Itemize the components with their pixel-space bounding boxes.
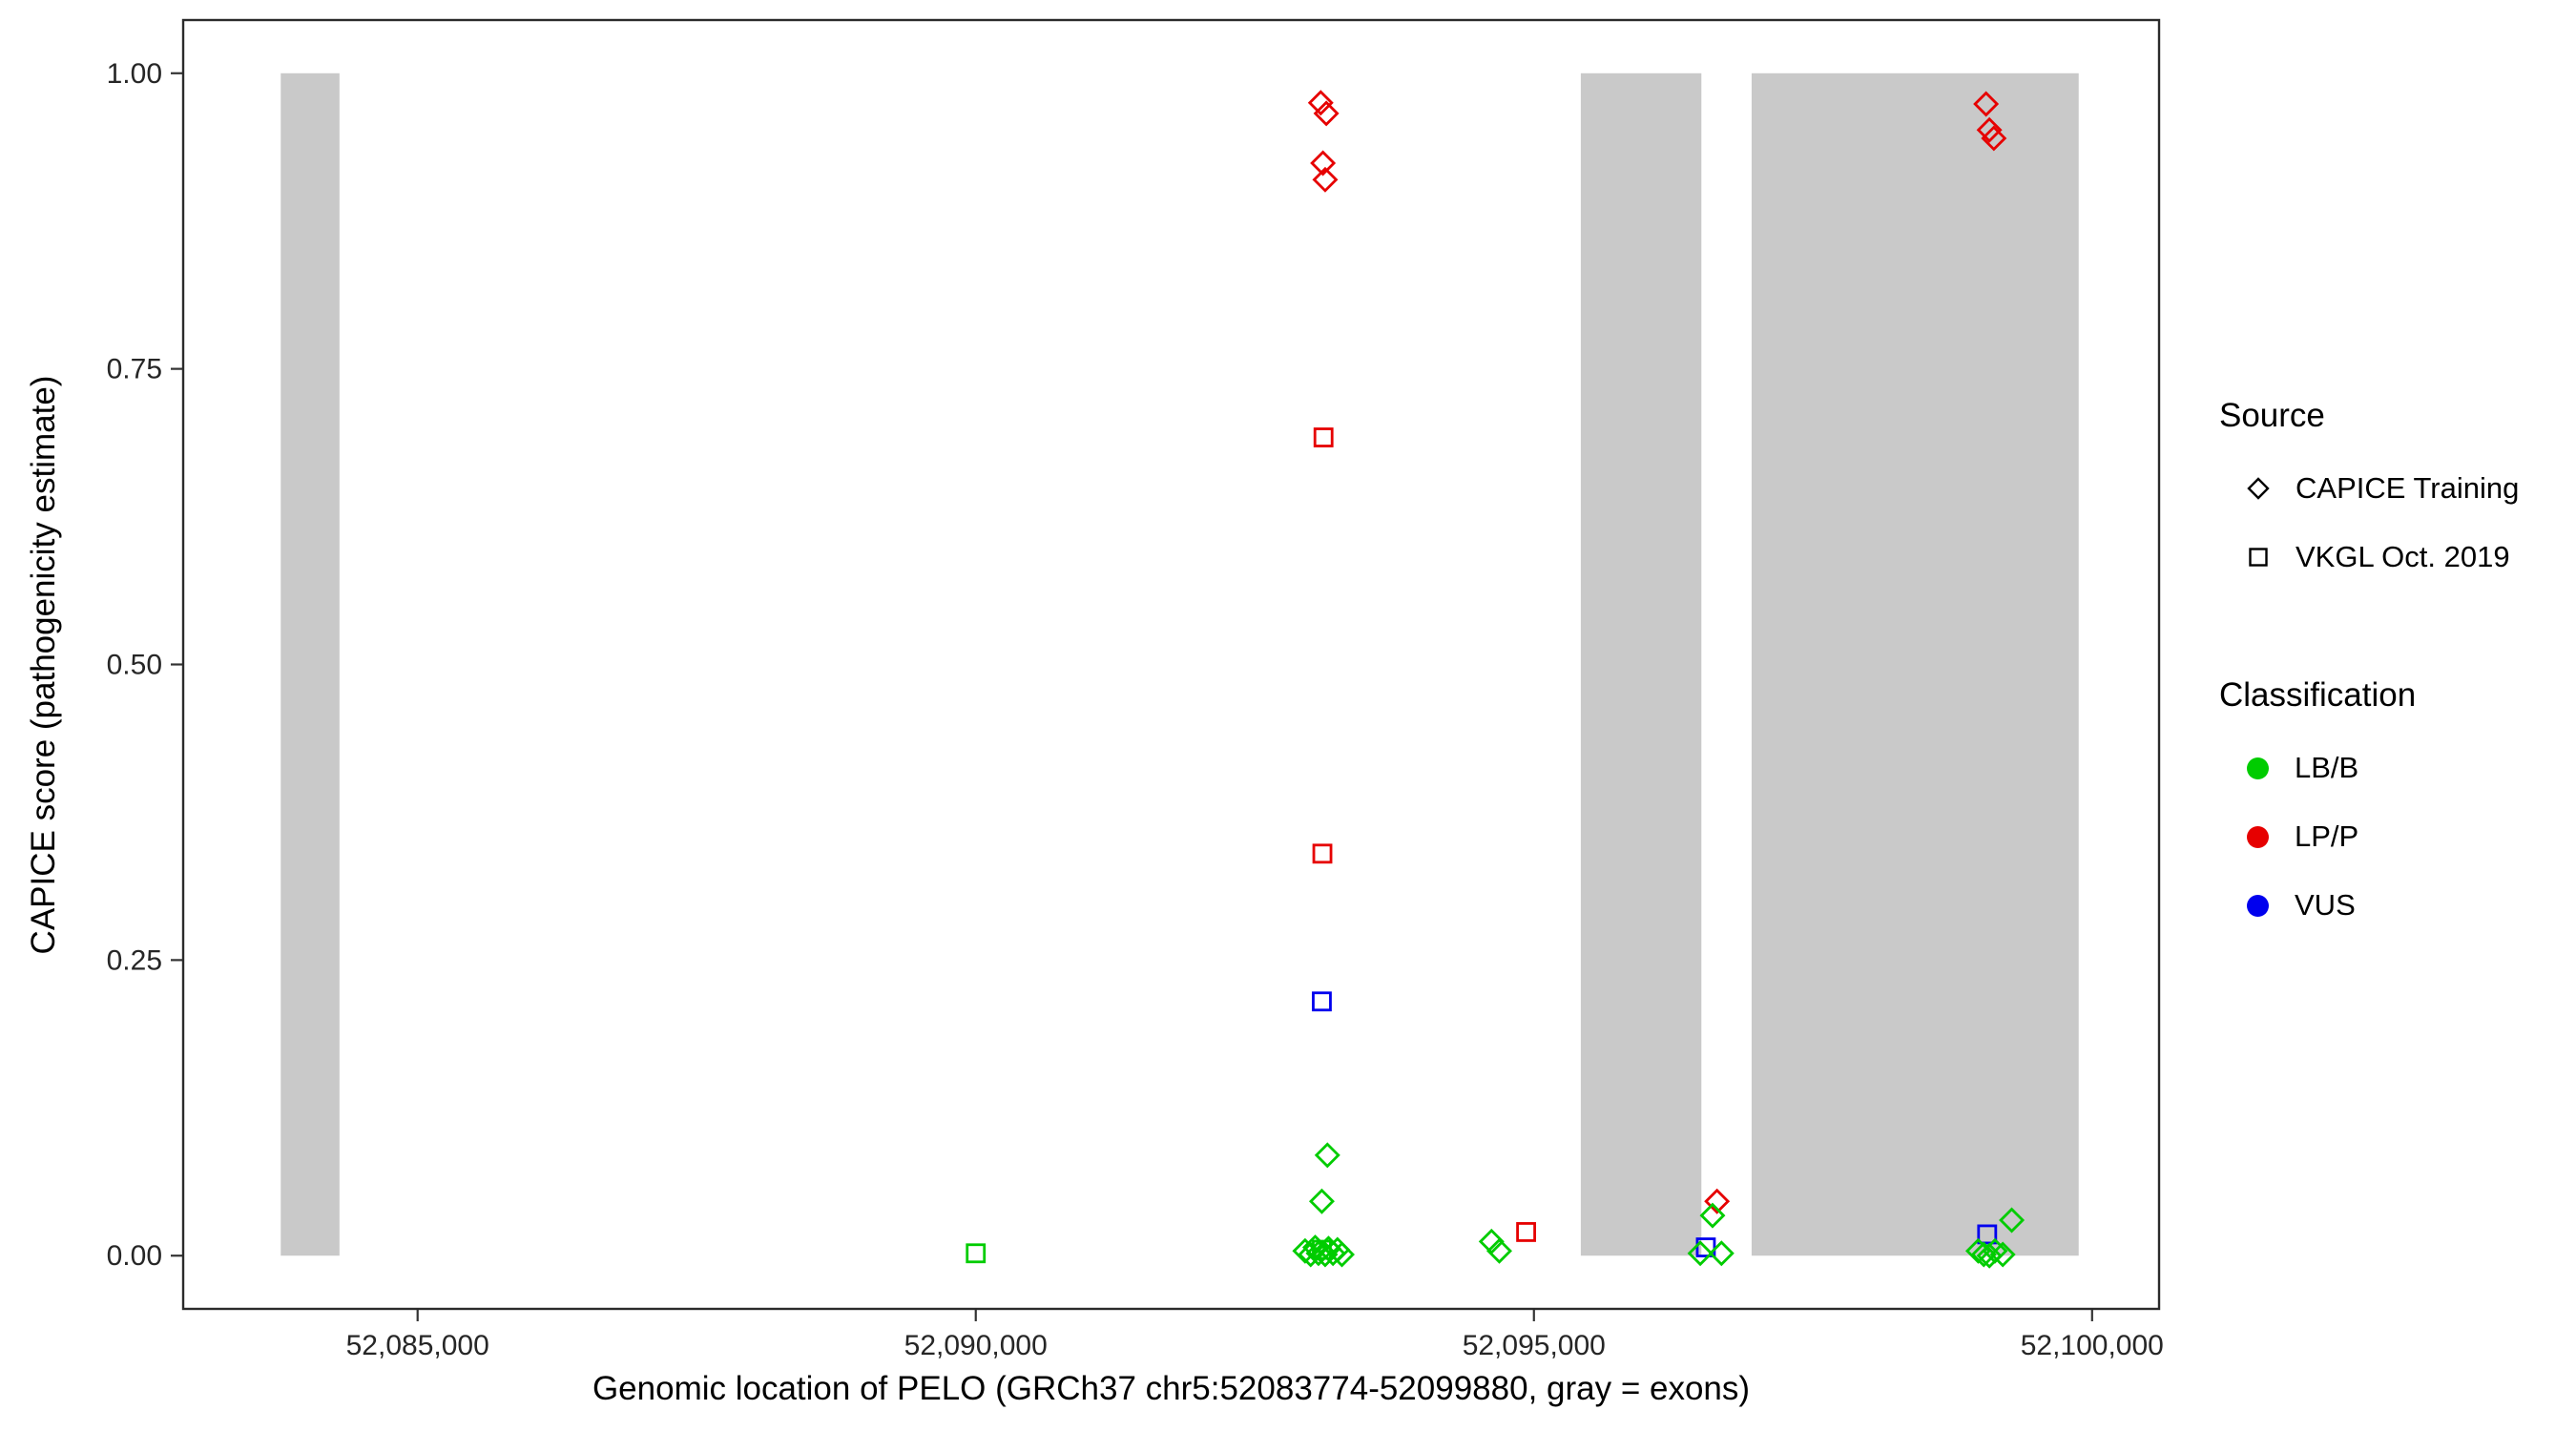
legend-item-label: LP/P bbox=[2295, 819, 2359, 853]
data-point-square bbox=[1312, 991, 1332, 1012]
square-key-icon bbox=[2249, 548, 2268, 567]
legend-item-vkgl: VKGL Oct. 2019 bbox=[2242, 523, 2519, 591]
data-point-diamond bbox=[1314, 1142, 1340, 1169]
y-tick-label: 0.25 bbox=[107, 944, 162, 976]
data-point-diamond bbox=[1708, 1240, 1735, 1267]
legend-item-lp-p: LP/P bbox=[2242, 802, 2519, 871]
data-point-diamond bbox=[1973, 91, 2000, 117]
data-point-diamond bbox=[1704, 1188, 1731, 1214]
data-point-diamond bbox=[1981, 125, 2007, 152]
legend-source-group: Source CAPICE Training VKGL Oct. 2019 bbox=[2219, 396, 2519, 591]
data-point-square bbox=[966, 1243, 987, 1264]
data-point-diamond bbox=[1970, 1241, 1997, 1268]
data-point-diamond bbox=[1687, 1240, 1714, 1267]
data-point-diamond bbox=[1982, 1237, 2008, 1264]
data-point-diamond bbox=[1699, 1202, 1726, 1229]
legend-item-label: VKGL Oct. 2019 bbox=[2296, 540, 2510, 573]
x-tick-label: 52,100,000 bbox=[2021, 1330, 2164, 1361]
data-point-diamond bbox=[1310, 150, 1337, 176]
data-point-diamond bbox=[1486, 1237, 1512, 1264]
legend-item-label: VUS bbox=[2295, 888, 2356, 922]
y-tick-label: 0.00 bbox=[107, 1240, 162, 1272]
data-point-diamond bbox=[1989, 1241, 2016, 1268]
data-point-diamond bbox=[1312, 1241, 1339, 1268]
panel-border bbox=[181, 18, 2161, 1311]
data-point-square bbox=[1313, 427, 1334, 447]
data-point-square bbox=[1695, 1237, 1716, 1257]
data-point-diamond bbox=[1313, 100, 1340, 127]
data-point-diamond bbox=[1308, 1188, 1335, 1214]
legend-item-label: CAPICE Training bbox=[2296, 471, 2520, 505]
data-point-square bbox=[1977, 1224, 1998, 1245]
y-tick-label: 1.00 bbox=[107, 58, 162, 90]
legend: Source CAPICE Training VKGL Oct. 2019 Cl… bbox=[2219, 396, 2519, 940]
legend-classification-title: Classification bbox=[2219, 676, 2417, 714]
data-point-diamond bbox=[1976, 1242, 2003, 1269]
exon-band bbox=[1751, 73, 2079, 1256]
data-point-diamond bbox=[1976, 116, 2003, 143]
data-point-diamond bbox=[1999, 1207, 2025, 1234]
y-tick-label: 0.75 bbox=[107, 354, 162, 385]
x-tick-label: 52,085,000 bbox=[346, 1330, 489, 1361]
x-tick-label: 52,095,000 bbox=[1463, 1330, 1606, 1361]
data-point-diamond bbox=[1329, 1241, 1355, 1268]
y-axis-title: CAPICE score (pathogenicity estimate) bbox=[25, 375, 62, 955]
vus-color-dot-icon bbox=[2247, 894, 2269, 917]
legend-item-capice-training: CAPICE Training bbox=[2242, 454, 2519, 523]
exon-band bbox=[280, 73, 340, 1256]
data-point-diamond bbox=[1307, 90, 1334, 116]
legend-item-lb-b: LB/B bbox=[2242, 734, 2519, 802]
lb-b-color-dot-icon bbox=[2247, 757, 2269, 779]
lp-p-color-dot-icon bbox=[2247, 825, 2269, 848]
data-point-square bbox=[1516, 1222, 1536, 1242]
legend-item-vus: VUS bbox=[2242, 871, 2519, 940]
data-point-diamond bbox=[1312, 166, 1339, 193]
legend-item-label: LB/B bbox=[2295, 751, 2359, 784]
data-point-square bbox=[1312, 843, 1333, 864]
x-tick-label: 52,090,000 bbox=[904, 1330, 1048, 1361]
x-axis-title: Genomic location of PELO (GRCh37 chr5:52… bbox=[592, 1370, 1751, 1407]
diamond-key-icon bbox=[2247, 477, 2270, 500]
legend-classification-group: Classification LB/B LP/P VUS bbox=[2219, 675, 2519, 940]
exon-band bbox=[1580, 73, 1702, 1256]
y-tick-label: 0.50 bbox=[107, 650, 162, 681]
legend-source-title: Source bbox=[2219, 397, 2325, 434]
